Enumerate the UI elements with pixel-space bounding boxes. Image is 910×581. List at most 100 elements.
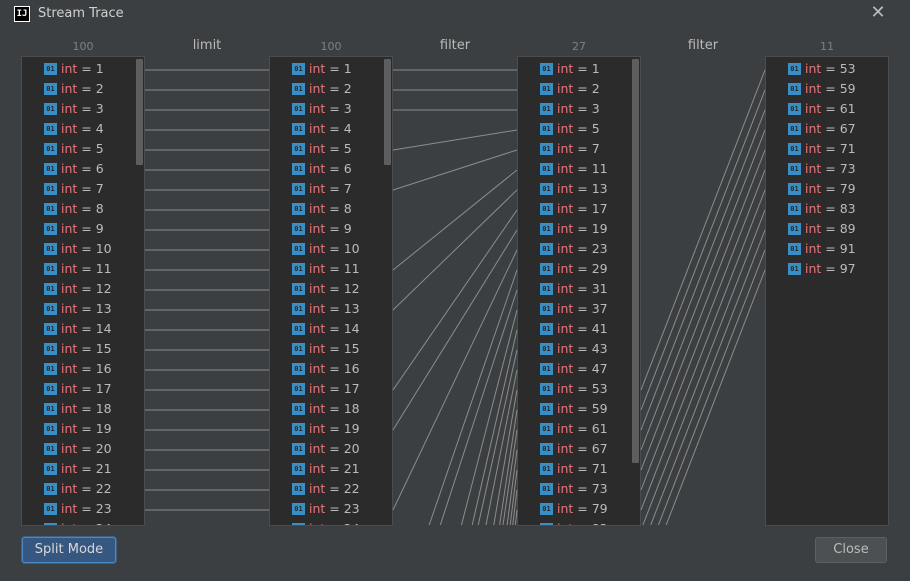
list-item[interactable]: 01 int = 4 bbox=[44, 119, 104, 139]
list-item[interactable]: 01 int = 24 bbox=[292, 519, 360, 525]
list-item[interactable]: 01 int = 47 bbox=[540, 359, 608, 379]
list-item[interactable]: 01 int = 17 bbox=[44, 379, 112, 399]
list-item[interactable]: 01 int = 20 bbox=[292, 439, 360, 459]
list-item[interactable]: 01 int = 4 bbox=[292, 119, 352, 139]
list-item[interactable]: 01 int = 71 bbox=[788, 139, 856, 159]
list-item[interactable]: 01 int = 22 bbox=[44, 479, 112, 499]
list-item[interactable]: 01 int = 3 bbox=[292, 99, 352, 119]
list-item[interactable]: 01 int = 8 bbox=[44, 199, 104, 219]
binary-value-icon: 01 bbox=[540, 282, 553, 295]
list-item[interactable]: 01 int = 16 bbox=[44, 359, 112, 379]
list-item[interactable]: 01 int = 89 bbox=[788, 219, 856, 239]
list-item[interactable]: 01 int = 67 bbox=[540, 439, 608, 459]
list-item[interactable]: 01 int = 12 bbox=[292, 279, 360, 299]
list-item[interactable]: 01 int = 71 bbox=[540, 459, 608, 479]
list-item[interactable]: 01 int = 15 bbox=[292, 339, 360, 359]
list-item[interactable]: 01 int = 59 bbox=[540, 399, 608, 419]
list-item[interactable]: 01 int = 2 bbox=[44, 79, 104, 99]
equals-sign: = bbox=[325, 261, 344, 276]
list-item[interactable]: 01 int = 5 bbox=[292, 139, 352, 159]
list-item[interactable]: 01 int = 43 bbox=[540, 339, 608, 359]
list-item[interactable]: 01 int = 3 bbox=[540, 99, 600, 119]
trace-column[interactable]: 01 int = 1 01 int = 2 01 int = 3 01 int = 5 01 in… bbox=[517, 56, 641, 526]
list-item[interactable]: 01 int = 6 bbox=[44, 159, 104, 179]
list-item[interactable]: 01 int = 14 bbox=[292, 319, 360, 339]
list-item[interactable]: 01 int = 23 bbox=[292, 499, 360, 519]
list-item[interactable]: 01 int = 18 bbox=[44, 399, 112, 419]
list-item[interactable]: 01 int = 17 bbox=[540, 199, 608, 219]
list-item[interactable]: 01 int = 1 bbox=[44, 59, 104, 79]
trace-column[interactable]: 01 int = 53 01 int = 59 01 int = 61 01 int = 67… bbox=[765, 56, 889, 526]
list-item[interactable]: 01 int = 19 bbox=[44, 419, 112, 439]
list-item[interactable]: 01 int = 11 bbox=[540, 159, 608, 179]
list-item[interactable]: 01 int = 9 bbox=[292, 219, 352, 239]
list-item[interactable]: 01 int = 19 bbox=[292, 419, 360, 439]
list-item[interactable]: 01 int = 37 bbox=[540, 299, 608, 319]
list-item[interactable]: 01 int = 7 bbox=[540, 139, 600, 159]
scrollbar-thumb[interactable] bbox=[384, 59, 391, 165]
list-item[interactable]: 01 int = 59 bbox=[788, 79, 856, 99]
list-item[interactable]: 01 int = 1 bbox=[540, 59, 600, 79]
list-item[interactable]: 01 int = 1 bbox=[292, 59, 352, 79]
list-item[interactable]: 01 int = 97 bbox=[788, 259, 856, 279]
close-button[interactable]: Close bbox=[815, 537, 887, 563]
list-item[interactable]: 01 int = 3 bbox=[44, 99, 104, 119]
list-item[interactable]: 01 int = 23 bbox=[44, 499, 112, 519]
list-item[interactable]: 01 int = 7 bbox=[44, 179, 104, 199]
list-item[interactable]: 01 int = 73 bbox=[540, 479, 608, 499]
list-item[interactable]: 01 int = 61 bbox=[540, 419, 608, 439]
list-item[interactable]: 01 int = 23 bbox=[540, 239, 608, 259]
trace-column[interactable]: 01 int = 1 01 int = 2 01 int = 3 01 int = 4 01 in… bbox=[269, 56, 393, 526]
list-item[interactable]: 01 int = 6 bbox=[292, 159, 352, 179]
list-item[interactable]: 01 int = 8 bbox=[292, 199, 352, 219]
list-item[interactable]: 01 int = 21 bbox=[44, 459, 112, 479]
list-item[interactable]: 01 int = 10 bbox=[292, 239, 360, 259]
binary-value-icon: 01 bbox=[44, 282, 57, 295]
list-item[interactable]: 01 int = 7 bbox=[292, 179, 352, 199]
list-item[interactable]: 01 int = 16 bbox=[292, 359, 360, 379]
equals-sign: = bbox=[77, 461, 96, 476]
list-item[interactable]: 01 int = 10 bbox=[44, 239, 112, 259]
list-item[interactable]: 01 int = 29 bbox=[540, 259, 608, 279]
list-item[interactable]: 01 int = 20 bbox=[44, 439, 112, 459]
list-item[interactable]: 01 int = 2 bbox=[540, 79, 600, 99]
split-mode-button[interactable]: Split Mode bbox=[22, 537, 116, 563]
list-item[interactable]: 01 int = 79 bbox=[540, 499, 608, 519]
list-item[interactable]: 01 int = 41 bbox=[540, 319, 608, 339]
item-type: int bbox=[557, 341, 574, 356]
trace-column[interactable]: 01 int = 1 01 int = 2 01 int = 3 01 int = 4 01 in… bbox=[21, 56, 145, 526]
list-item[interactable]: 01 int = 67 bbox=[788, 119, 856, 139]
list-item[interactable]: 01 int = 24 bbox=[44, 519, 112, 525]
list-item[interactable]: 01 int = 9 bbox=[44, 219, 104, 239]
list-item[interactable]: 01 int = 2 bbox=[292, 79, 352, 99]
list-item[interactable]: 01 int = 21 bbox=[292, 459, 360, 479]
list-item[interactable]: 01 int = 5 bbox=[44, 139, 104, 159]
list-item[interactable]: 01 int = 14 bbox=[44, 319, 112, 339]
list-item[interactable]: 01 int = 19 bbox=[540, 219, 608, 239]
list-item[interactable]: 01 int = 13 bbox=[540, 179, 608, 199]
list-item[interactable]: 01 int = 12 bbox=[44, 279, 112, 299]
list-item[interactable]: 01 int = 11 bbox=[292, 259, 360, 279]
list-item[interactable]: 01 int = 5 bbox=[540, 119, 600, 139]
list-item[interactable]: 01 int = 61 bbox=[788, 99, 856, 119]
equals-sign: = bbox=[325, 61, 344, 76]
list-item[interactable]: 01 int = 15 bbox=[44, 339, 112, 359]
list-item[interactable]: 01 int = 22 bbox=[292, 479, 360, 499]
list-item[interactable]: 01 int = 53 bbox=[540, 379, 608, 399]
list-item[interactable]: 01 int = 73 bbox=[788, 159, 856, 179]
scrollbar-thumb[interactable] bbox=[632, 59, 639, 463]
list-item[interactable]: 01 int = 17 bbox=[292, 379, 360, 399]
close-icon[interactable]: ✕ bbox=[870, 2, 886, 23]
list-item[interactable]: 01 int = 11 bbox=[44, 259, 112, 279]
list-item[interactable]: 01 int = 79 bbox=[788, 179, 856, 199]
list-item[interactable]: 01 int = 53 bbox=[788, 59, 856, 79]
list-item[interactable]: 01 int = 31 bbox=[540, 279, 608, 299]
list-item[interactable]: 01 int = 83 bbox=[540, 519, 608, 525]
scrollbar-thumb[interactable] bbox=[136, 59, 143, 165]
list-item[interactable]: 01 int = 18 bbox=[292, 399, 360, 419]
equals-sign: = bbox=[325, 81, 344, 96]
list-item[interactable]: 01 int = 13 bbox=[292, 299, 360, 319]
list-item[interactable]: 01 int = 91 bbox=[788, 239, 856, 259]
list-item[interactable]: 01 int = 83 bbox=[788, 199, 856, 219]
list-item[interactable]: 01 int = 13 bbox=[44, 299, 112, 319]
